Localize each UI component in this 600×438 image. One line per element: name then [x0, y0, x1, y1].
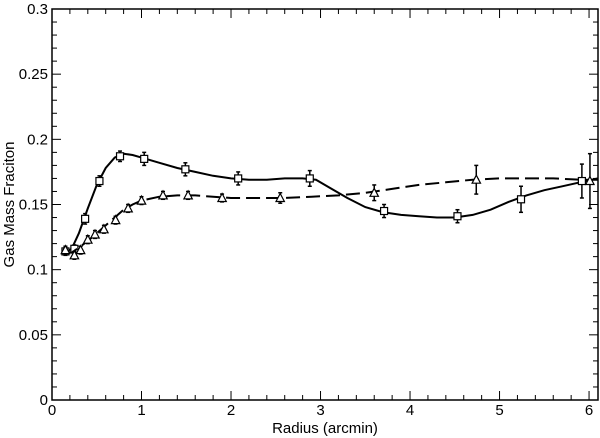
y-tick-label: 0: [40, 392, 48, 409]
data-point-triangle: [369, 187, 380, 197]
data-point-square: [577, 176, 586, 186]
data-point-square: [140, 154, 149, 163]
series-line-solid: [64, 152, 599, 254]
data-point-triangle: [275, 192, 286, 203]
y-tick-label: 0.2: [27, 131, 48, 148]
x-tick-label: 1: [137, 402, 145, 419]
data-point-square: [453, 212, 462, 221]
y-tick-label: 0.1: [27, 262, 48, 279]
y-tick-label: 0.25: [19, 66, 48, 83]
y-tick-label: 0.15: [19, 197, 48, 214]
series-triangle: [60, 152, 598, 260]
data-point-triangle: [75, 244, 86, 255]
y-axis-label: Gas Mass Fraciton: [1, 142, 18, 268]
x-tick-label: 3: [316, 402, 324, 419]
data-point-triangle: [136, 194, 147, 205]
tick-labels: 0 1 2 3 4 5 6 0 0.05 0.1 0.15 0.2 0.25 0.3: [19, 1, 593, 419]
data-point-square: [181, 165, 190, 174]
data-point-triangle: [122, 202, 134, 213]
plot-content: [60, 150, 599, 260]
data-point-square: [115, 152, 125, 161]
data-point-square: [234, 174, 243, 183]
data-point-square: [81, 214, 90, 223]
y-tick-label: 0.3: [27, 1, 48, 18]
axis-ticks: [51, 8, 598, 401]
data-point-triangle: [216, 192, 228, 203]
data-point-square: [379, 206, 389, 216]
x-axis-label: Radius (arcmin): [272, 420, 378, 437]
series-square: [61, 150, 599, 257]
data-point-triangle: [69, 249, 80, 260]
data-point-triangle: [60, 244, 71, 255]
data-point-triangle: [584, 175, 596, 186]
data-point-triangle: [110, 214, 121, 225]
x-tick-label: 6: [585, 402, 593, 419]
data-point-square: [305, 174, 314, 183]
x-tick-label: 5: [495, 402, 503, 419]
data-point-triangle: [98, 223, 110, 234]
data-point-triangle: [471, 173, 482, 184]
x-tick-label: 4: [406, 402, 414, 419]
data-point-triangle: [157, 189, 169, 200]
data-point-triangle: [182, 189, 194, 200]
data-point-triangle: [82, 233, 93, 244]
data-point-square: [95, 176, 104, 186]
data-point-triangle: [89, 228, 101, 239]
data-point-square: [516, 195, 526, 204]
y-tick-label: 0.05: [19, 327, 48, 344]
x-tick-label: 2: [227, 402, 235, 419]
x-tick-label: 0: [48, 402, 56, 419]
